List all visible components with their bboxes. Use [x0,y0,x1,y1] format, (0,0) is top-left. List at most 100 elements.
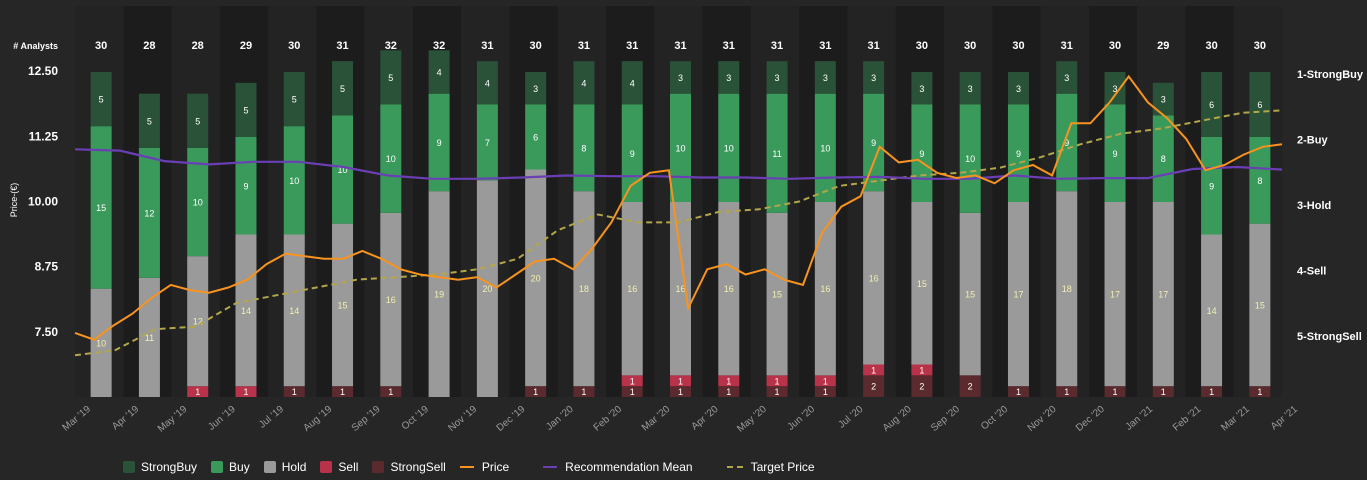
bar-sell [670,375,691,387]
bar-strongsell [1249,386,1271,397]
y-left-tick: 8.75 [35,260,59,274]
bar-buy [670,93,691,202]
bar-strongbuy [283,72,305,127]
bar-label: 1 [630,387,635,397]
bar-label: 9 [437,138,442,148]
bar-strongbuy [573,61,595,105]
analyst-count: 31 [674,40,686,52]
bar-label: 14 [241,306,251,316]
legend-sell[interactable]: Sell [320,460,358,474]
bar-label: 1 [292,387,297,397]
bar-label: 3 [775,73,780,83]
legend-target-price[interactable]: Target Price [726,460,815,474]
legend-recommendation-mean-label: Recommendation Mean [565,460,693,474]
bar-label: 20 [531,273,541,283]
bar-strongsell [766,386,788,397]
legend: StrongBuy Buy Hold Sell StrongSell Price… [123,460,829,474]
legend-recommendation-mean-line [543,466,558,468]
legend-hold[interactable]: Hold [263,460,306,474]
legend-strongsell[interactable]: StrongSell [372,460,446,474]
bar-buy [814,93,836,202]
bar-buy [1201,137,1223,235]
analyst-count: 32 [433,40,445,52]
bar-label: 1 [775,387,780,397]
legend-buy[interactable]: Buy [211,460,250,474]
bar-label: 14 [1207,306,1217,316]
analyst-count: 30 [530,40,542,52]
bar-strongbuy [621,61,643,105]
bar-label: 1 [678,387,683,397]
bar-label: 17 [1158,290,1168,300]
bar-strongbuy [911,72,933,105]
bar-label: 1 [630,376,635,386]
analyst-count: 30 [916,40,928,52]
bar-strongsell [1104,386,1126,397]
bar-label: 1 [823,376,828,386]
bar-label: 17 [1110,290,1120,300]
bar-hold [911,202,933,365]
x-tick: Mar '19 [61,404,94,434]
legend-sell-swatch [320,461,333,473]
x-tick: Jan '21 [1124,404,1156,433]
x-tick: Mar '21 [1219,404,1252,434]
bar-label: 7 [485,138,490,148]
x-tick: Jun '20 [786,404,818,433]
bar-label: 1 [1209,387,1214,397]
bar-strongbuy [476,61,498,105]
bar-strongbuy [332,61,354,116]
bar-label: 16 [675,284,685,294]
bar-hold [428,191,450,397]
bar-label: 18 [579,284,589,294]
bar-hold [1201,234,1223,387]
legend-recommendation-mean[interactable]: Recommendation Mean [543,460,693,474]
bar-strongbuy [1007,72,1029,105]
analyst-count: 30 [1205,40,1217,52]
analyst-count: 30 [1109,40,1121,52]
bar-buy [621,104,643,202]
bar-label: 5 [340,84,345,94]
bar-buy [863,93,885,192]
bar-label: 3 [919,84,924,94]
legend-price[interactable]: Price [459,460,509,474]
bar-label: 5 [99,95,104,105]
bar-sell [863,364,885,376]
bar-label: 8 [1161,154,1166,164]
bar-label: 1 [823,387,828,397]
bar-hold [814,202,836,376]
y-right-tick: 1-StrongBuy [1297,69,1364,81]
bar-label: 10 [965,154,975,164]
bar-label: 3 [1113,84,1118,94]
legend-strongbuy[interactable]: StrongBuy [123,460,197,474]
bar-hold [283,234,305,387]
analyst-count: 31 [723,40,735,52]
analyst-count: 31 [336,40,348,52]
bar-label: 10 [386,154,396,164]
bar-strongsell [573,386,595,397]
bar-strongbuy [525,72,547,105]
bar-label: 1 [243,387,248,397]
bar-label: 5 [388,73,393,83]
bar-label: 1 [871,365,876,375]
bar-label: 4 [581,78,586,88]
bar-label: 10 [724,143,734,153]
bar-label: 1 [1161,387,1166,397]
analyst-count: 29 [240,40,252,52]
bar-label: 1 [195,387,200,397]
bar-label: 3 [533,84,538,94]
bar-strongsell [863,375,885,397]
analyst-count: 30 [95,40,107,52]
bar-label: 5 [195,116,200,126]
bar-hold [1007,202,1029,387]
bar-buy [1007,104,1029,202]
bar-strongbuy [90,72,112,127]
bar-label: 9 [630,149,635,159]
x-tick: Jul '20 [836,404,865,431]
bar-label: 14 [289,306,299,316]
x-tick: Oct '20 [979,404,1010,433]
bar-label: 15 [338,300,348,310]
y-left-tick: 7.50 [35,325,59,339]
analyst-count: 28 [143,40,155,52]
legend-strongbuy-swatch [123,461,135,473]
analyst-count: 31 [626,40,638,52]
bar-label: 10 [96,338,106,348]
